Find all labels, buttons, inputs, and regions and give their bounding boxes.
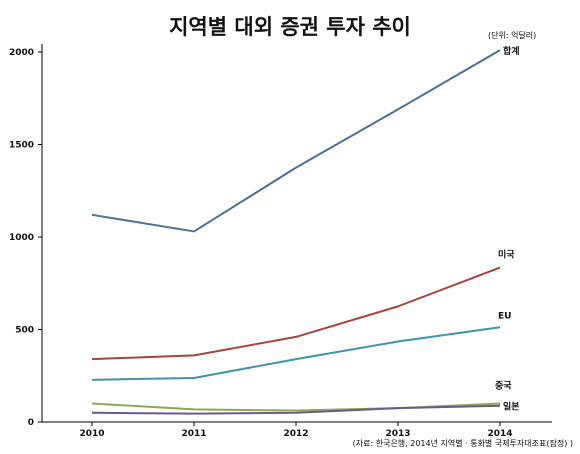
y-tick-label: 0 — [28, 418, 34, 428]
series-line — [91, 266, 501, 361]
x-tick-label: 2010 — [79, 429, 104, 439]
series-lines — [91, 49, 501, 415]
series-label: 일본 — [503, 401, 520, 413]
series-label: EU — [498, 311, 511, 321]
y-tick-label: 1000 — [9, 233, 34, 243]
chart-title: 지역별 대외 증권 투자 추이 — [169, 15, 411, 39]
x-tick-label: 2011 — [181, 429, 206, 439]
y-tick-label: 1500 — [9, 141, 34, 151]
x-tick-label: 2013 — [385, 429, 410, 439]
series-label: 중국 — [495, 381, 512, 392]
y-tick-label: 500 — [15, 326, 34, 336]
series-line — [91, 49, 501, 233]
series-label: 미국 — [498, 249, 515, 261]
x-tick-label: 2014 — [487, 429, 512, 439]
source-note: (자료: 한국은행, 2014년 지역별 · 통화별 국제투자대조표(잠정) ) — [353, 438, 573, 448]
series-label: 합계 — [503, 45, 520, 57]
x-tick-label: 2012 — [283, 429, 308, 439]
axes: 0 500 1000 1500 2000 2010 2011 2012 2013 2014 — [9, 44, 552, 439]
unit-label: (단위: 억달러) — [488, 30, 536, 40]
series-line — [91, 326, 501, 381]
y-tick-label: 2000 — [9, 48, 34, 58]
